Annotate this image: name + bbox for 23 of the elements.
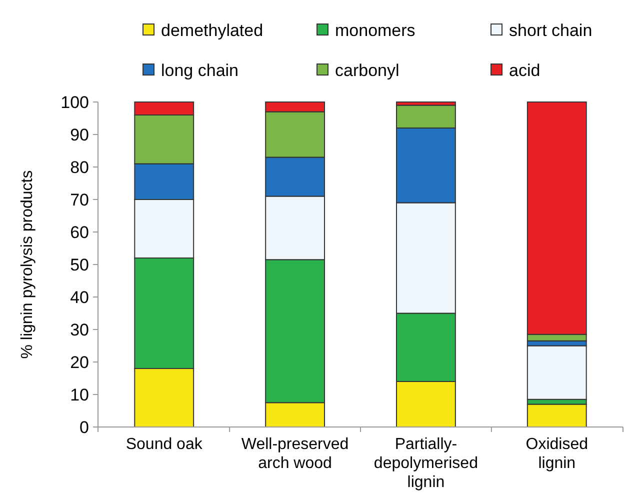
legend-label: carbonyl [335, 60, 400, 80]
legend-label: long chain [161, 60, 239, 80]
legend-label: acid [509, 60, 540, 80]
y-tick-label: 60 [70, 222, 89, 242]
legend-label: demethylated [161, 20, 264, 40]
y-tick-label: 20 [70, 352, 89, 372]
y-tick-label: 10 [70, 385, 89, 404]
y-tick-label: 30 [70, 320, 89, 340]
y-tick-label: 80 [70, 158, 89, 177]
y-tick-label: 40 [70, 288, 89, 307]
legend-label: monomers [335, 20, 416, 40]
legend-label: short chain [509, 20, 592, 40]
y-tick-label: 0 [80, 418, 89, 437]
y-tick-label: 100 [60, 92, 89, 112]
x-tick-label: Oxidised lignin [526, 436, 588, 472]
bar [526, 404, 587, 428]
y-tick-label: 90 [70, 125, 89, 144]
x-tick-label: Partially-depolymerised lignin [374, 436, 478, 491]
x-tick-label: Well-preserved arch wood [241, 436, 349, 472]
y-axis-title: % lignin pyrolysis products [19, 170, 36, 359]
x-tick-label: Sound oak [126, 436, 204, 453]
y-tick-label: 70 [70, 190, 89, 210]
y-tick-label: 50 [70, 255, 89, 274]
